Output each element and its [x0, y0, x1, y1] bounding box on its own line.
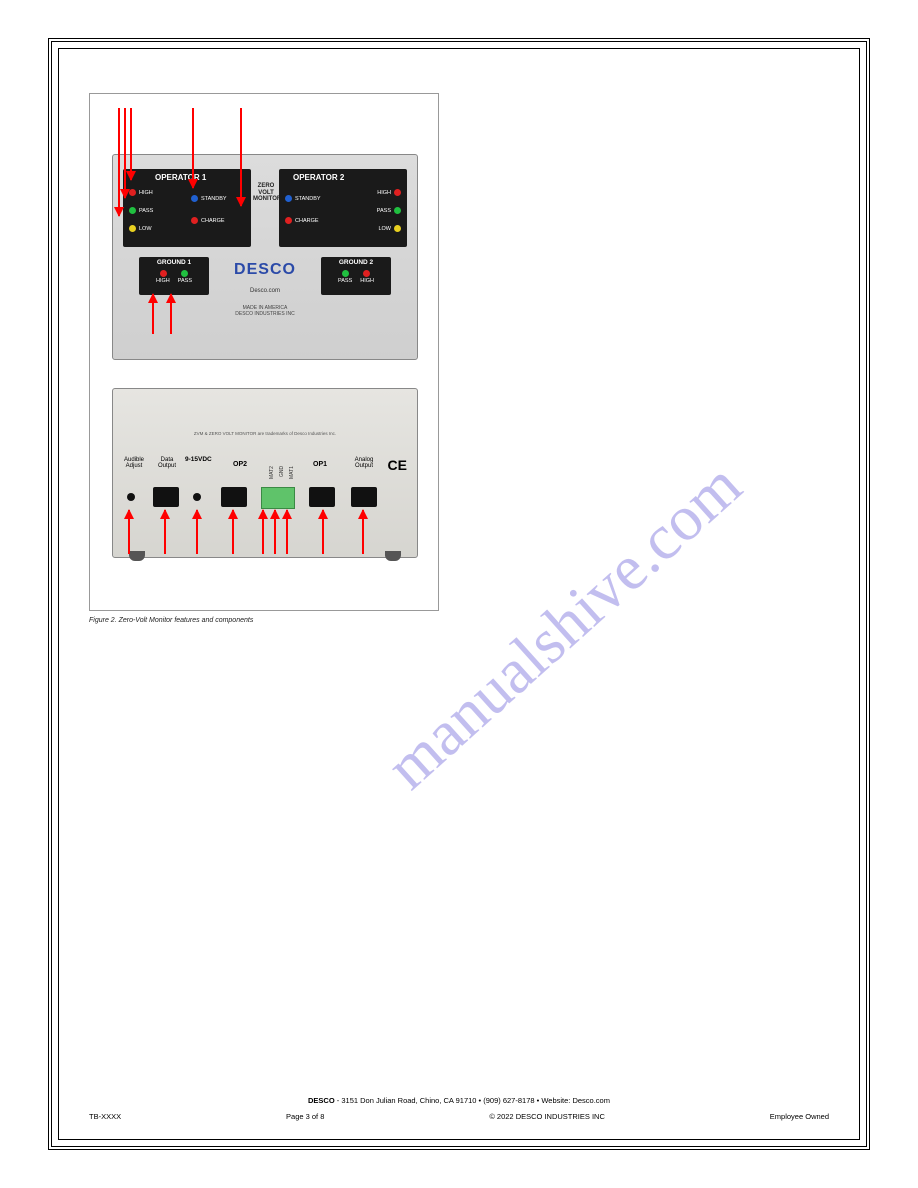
operator1-panel: OPERATOR 1 HIGH PASS LOW	[123, 169, 251, 247]
high2-led	[394, 189, 401, 196]
brand-logo: DESCO Desco.com	[213, 261, 317, 297]
op2-port	[221, 487, 247, 507]
op1-title: OPERATOR 1	[155, 173, 206, 182]
brand-text: DESCO	[234, 261, 296, 278]
standby2-label: STANDBY	[295, 196, 321, 202]
arrow-d	[192, 108, 194, 188]
device-front-panel: OPERATOR 1 HIGH PASS LOW	[112, 154, 418, 360]
page-footer: TB-XXXX Page 3 of 8 © 2022 DESCO INDUSTR…	[89, 1112, 829, 1121]
monitor-text: MONITOR	[253, 196, 281, 202]
charge-label: CHARGE	[201, 218, 225, 224]
pass2-led	[394, 207, 401, 214]
footer-address: DESCO - 3151 Don Julian Road, Chino, CA …	[59, 1096, 859, 1105]
footer-link[interactable]: Desco.com	[572, 1096, 610, 1105]
arrow-g	[170, 294, 172, 334]
analog-port	[351, 487, 377, 507]
foot-left	[129, 551, 145, 561]
figure2-caption: Figure 2. Zero-Volt Monitor features and…	[89, 617, 253, 624]
footer-company: DESCO	[308, 1096, 335, 1105]
footer-copyright: © 2022 DESCO INDUSTRIES INC	[489, 1112, 605, 1121]
charge2-label: CHARGE	[295, 218, 319, 224]
arrow-l1	[262, 510, 264, 554]
footer-page: Page 3 of 8	[286, 1112, 324, 1121]
charge-led	[191, 217, 198, 224]
g2-high-led	[363, 270, 370, 277]
g1-pass-lbl: PASS	[178, 278, 192, 284]
arrow-f	[152, 294, 154, 334]
arrow-l2	[286, 510, 288, 554]
pass-label: PASS	[139, 208, 153, 214]
arrow-b	[124, 108, 126, 198]
low-label: LOW	[139, 226, 152, 232]
footer-addr-text: - 3151 Don Julian Road, Chino, CA 91710 …	[337, 1096, 571, 1105]
gnd-label: GND	[279, 466, 285, 477]
high-label: HIGH	[139, 190, 153, 196]
standby-led	[191, 195, 198, 202]
g2-pass-led	[342, 270, 349, 277]
op1-port	[309, 487, 335, 507]
g1-high-led	[160, 270, 167, 277]
standby2-led	[285, 195, 292, 202]
device-figure-box: OPERATOR 1 HIGH PASS LOW	[89, 93, 439, 611]
pass2-label: PASS	[377, 208, 391, 214]
g2-high-lbl: HIGH	[360, 278, 374, 284]
volt-text: VOLT	[258, 190, 274, 196]
g1-pass-led	[181, 270, 188, 277]
pass-led	[129, 207, 136, 214]
arrow-k2	[322, 510, 324, 554]
audible-pot	[127, 493, 135, 501]
footer-tb: TB-XXXX	[89, 1112, 121, 1121]
ground-terminal-block	[261, 487, 295, 509]
operator2-panel: OPERATOR 2 STANDBY CHARGE HIGH	[279, 169, 407, 247]
low-led	[129, 225, 136, 232]
footer-employee: Employee Owned	[770, 1112, 829, 1121]
op2-label: OP2	[233, 461, 247, 468]
op1-label: OP1	[313, 461, 327, 468]
zero-text: ZERO	[258, 183, 275, 189]
low2-led	[394, 225, 401, 232]
center-product-name: ZERO VOLT MONITOR	[253, 183, 279, 203]
charge2-led	[285, 217, 292, 224]
analog-label: Analog Output	[349, 457, 379, 469]
mat1-label: MAT1	[289, 466, 295, 479]
low2-label: LOW	[378, 226, 391, 232]
high-led	[129, 189, 136, 196]
g2-pass-lbl: PASS	[338, 278, 352, 284]
mat2-label: MAT2	[269, 466, 275, 479]
ground2-panel: GROUND 2 PASS HIGH	[321, 257, 391, 295]
made-in-text: MADE IN AMERICA DESCO INDUSTRIES INC	[113, 305, 417, 317]
audible-label: Audible Adjust	[119, 457, 149, 469]
arrow-e	[240, 108, 242, 206]
page-inner-frame: OPERATOR 1 HIGH PASS LOW	[58, 48, 860, 1140]
device-rear-panel: ZVM & ZERO VOLT MONITOR are trademarks o…	[112, 388, 418, 558]
arrow-a	[130, 108, 132, 180]
brand-sub: Desco.com	[250, 288, 280, 294]
arrow-m	[274, 510, 276, 554]
g2-title: GROUND 2	[321, 257, 391, 266]
g1-title: GROUND 1	[139, 257, 209, 266]
ce-mark: CE	[388, 457, 407, 473]
vdc-label: 9-15VDC	[185, 457, 212, 464]
op2-title: OPERATOR 2	[293, 173, 344, 182]
g1-high-lbl: HIGH	[156, 278, 170, 284]
trademark-text: ZVM & ZERO VOLT MONITOR are trademarks o…	[113, 431, 417, 436]
arrow-k	[232, 510, 234, 554]
data-label: Data Output	[153, 457, 181, 469]
arrow-n	[362, 510, 364, 554]
arrow-c	[118, 108, 120, 216]
arrow-h	[128, 510, 130, 554]
arrow-j	[196, 510, 198, 554]
ground1-panel: GROUND 1 HIGH PASS	[139, 257, 209, 295]
high2-label: HIGH	[377, 190, 391, 196]
foot-right	[385, 551, 401, 561]
arrow-i	[164, 510, 166, 554]
data-port	[153, 487, 179, 507]
standby-label: STANDBY	[201, 196, 227, 202]
power-jack	[193, 493, 201, 501]
page-outer-frame: OPERATOR 1 HIGH PASS LOW	[48, 38, 870, 1150]
